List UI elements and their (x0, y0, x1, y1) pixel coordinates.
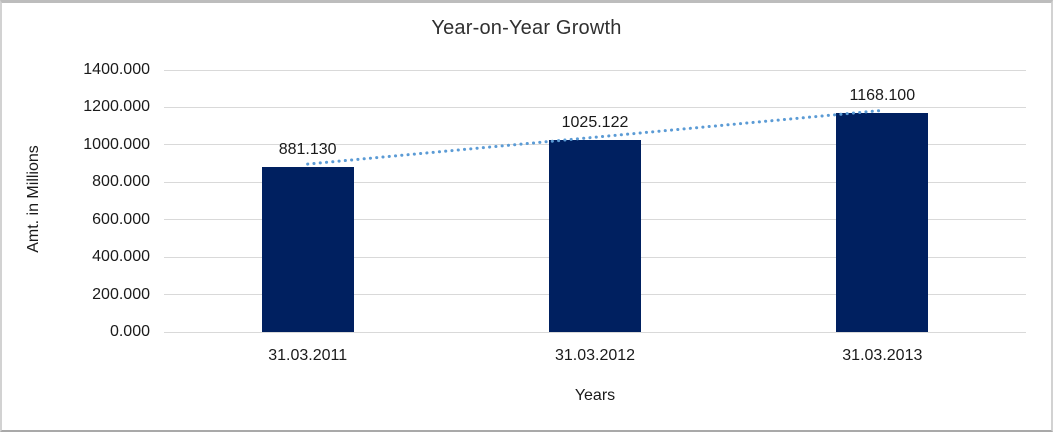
bar (836, 113, 929, 332)
data-label: 1025.122 (561, 114, 629, 132)
chart-title: Year-on-Year Growth (431, 17, 622, 39)
y-tick-label: 800.000 (92, 173, 150, 191)
x-axis-title: Years (574, 387, 616, 404)
gridline (164, 331, 1026, 333)
y-tick-label: 1200.000 (83, 98, 150, 116)
gridline (164, 106, 1026, 108)
x-tick-label: 31.03.2013 (842, 347, 923, 364)
bar (549, 140, 641, 332)
x-tick-label: 31.03.2011 (268, 347, 348, 364)
bar (261, 167, 354, 332)
y-tick-label: 600.000 (92, 210, 150, 228)
y-tick-label: 1400.000 (83, 61, 150, 78)
data-label: 1168.100 (849, 87, 916, 105)
x-tick-label: 31.03.2012 (554, 347, 636, 364)
data-label: 881.130 (278, 141, 337, 159)
y-tick-label: 200.000 (92, 285, 150, 303)
gridline (164, 69, 1026, 71)
y-tick-label: 400.000 (92, 248, 150, 266)
y-tick-label: 0.000 (109, 323, 150, 340)
y-tick-label: 1000.000 (83, 135, 150, 153)
plot-area: 881.130 1025.122 1168.100 0.000 200.000 400.… (2, 3, 1051, 430)
